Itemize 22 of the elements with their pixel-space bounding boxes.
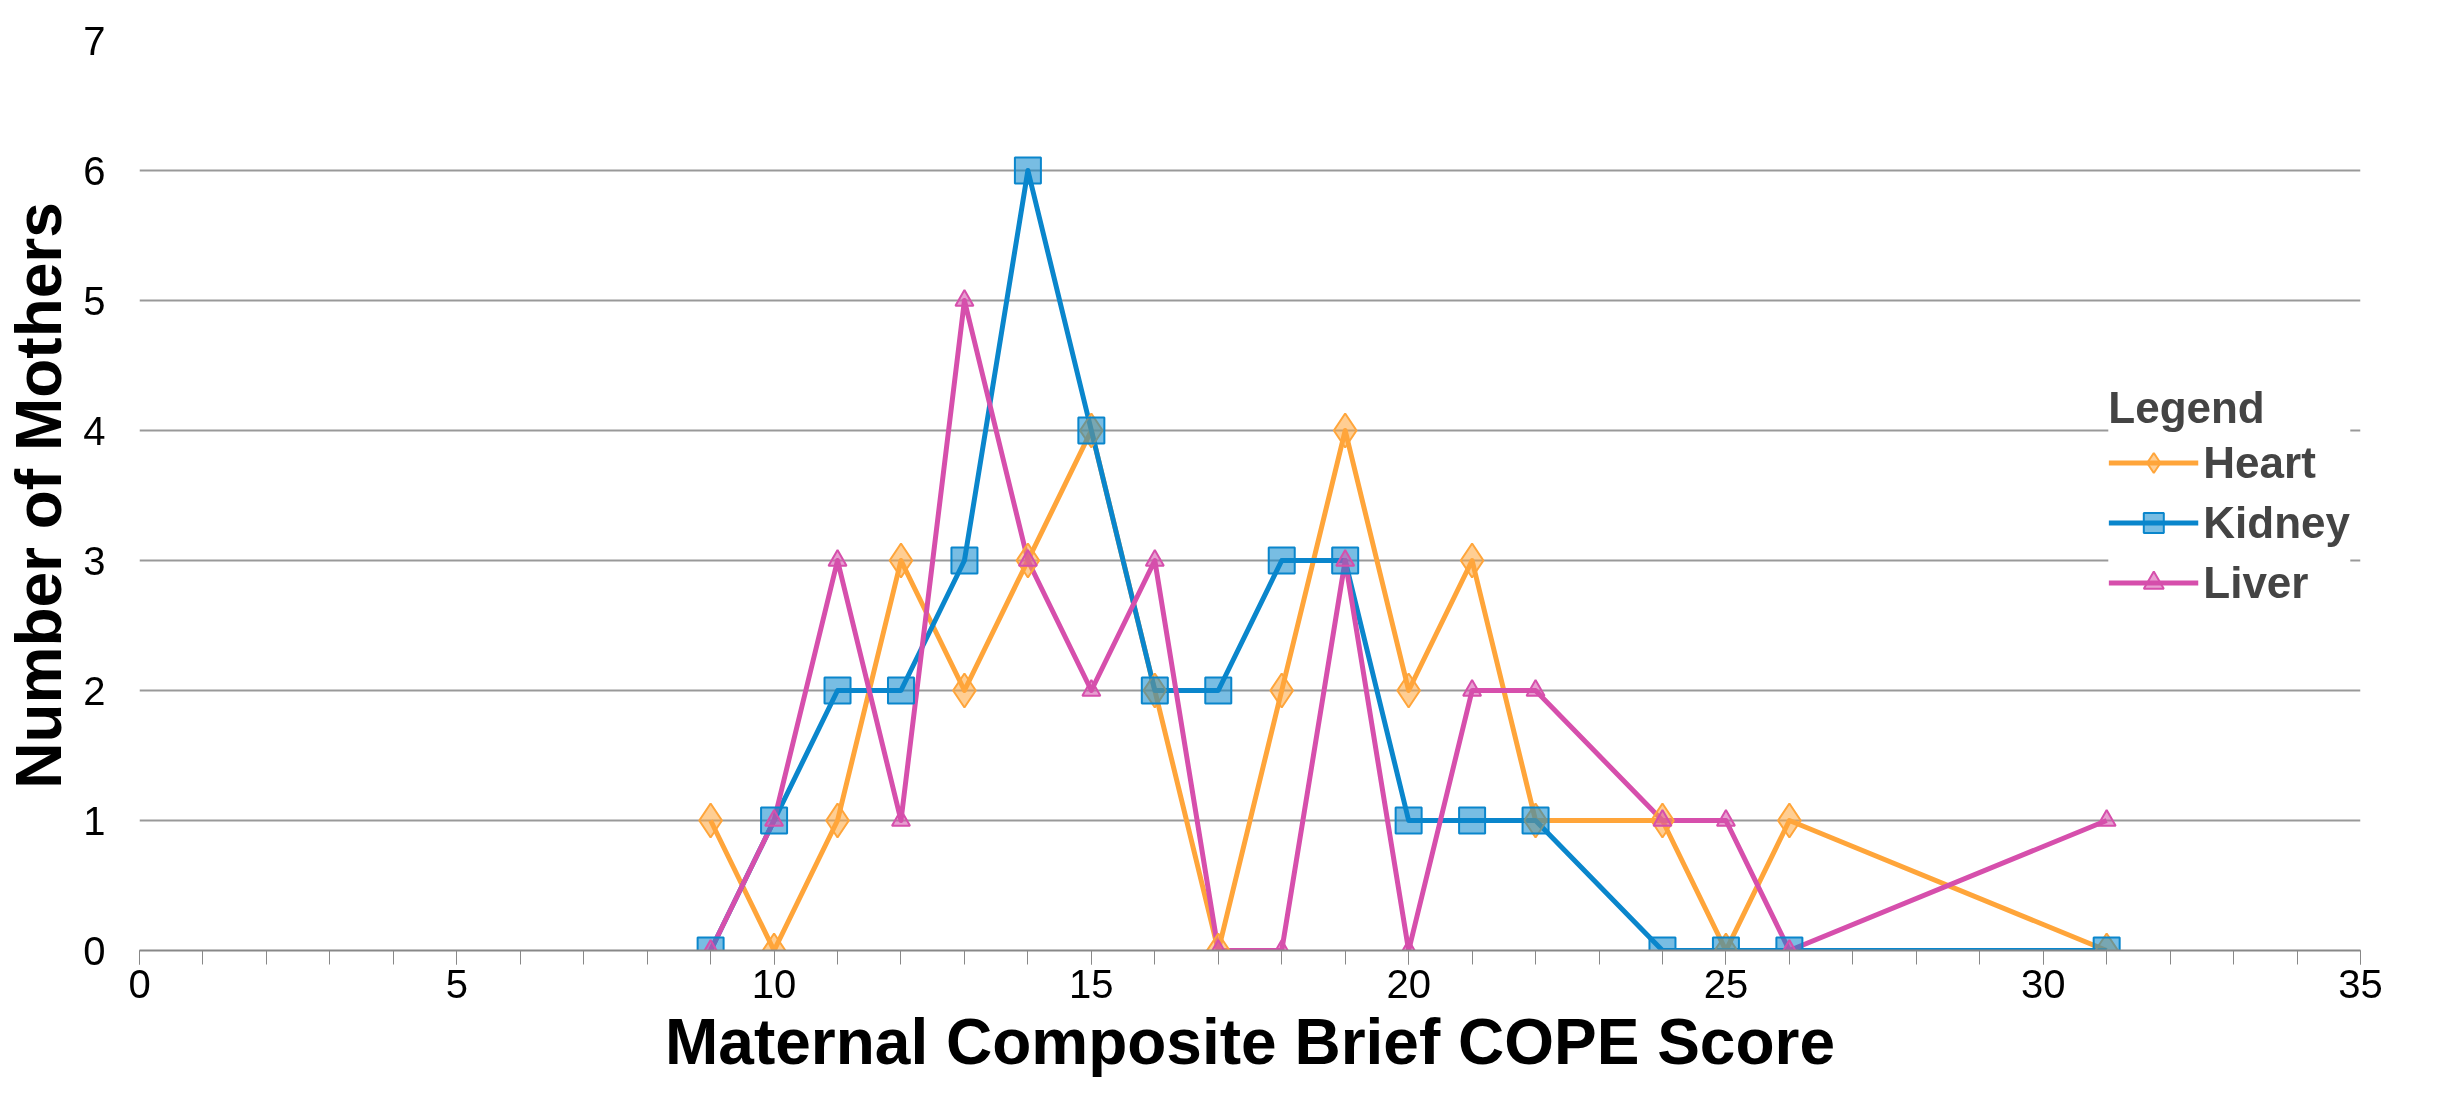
y-tick-label: 3 [83,538,106,583]
y-tick-label: 7 [83,18,106,63]
y-tick-label: 2 [83,668,106,713]
y-tick-label: 4 [83,408,106,453]
legend-label: Heart [2203,437,2316,488]
x-tick-label: 15 [1069,961,1114,1006]
y-axis-title: Number of Mothers [3,202,76,789]
x-tick-label: 20 [1386,961,1431,1006]
y-tick-label: 6 [83,148,106,193]
legend-title: Legend [2108,382,2266,433]
x-tick-label: 10 [751,961,797,1006]
x-tick-label: 0 [128,961,151,1006]
y-tick-label: 1 [83,798,106,843]
x-tick-label: 30 [2020,961,2066,1006]
legend-label: Liver [2203,557,2309,608]
x-tick-label: 25 [1703,961,1749,1006]
y-tick-label: 0 [83,928,106,973]
x-tick-label: 5 [445,961,468,1006]
legend-label: Kidney [2203,497,2350,548]
y-tick-label: 5 [83,278,106,323]
x-tick-label: 35 [2338,961,2383,1006]
x-axis-title: Maternal Composite Brief COPE Score [664,1005,1836,1078]
